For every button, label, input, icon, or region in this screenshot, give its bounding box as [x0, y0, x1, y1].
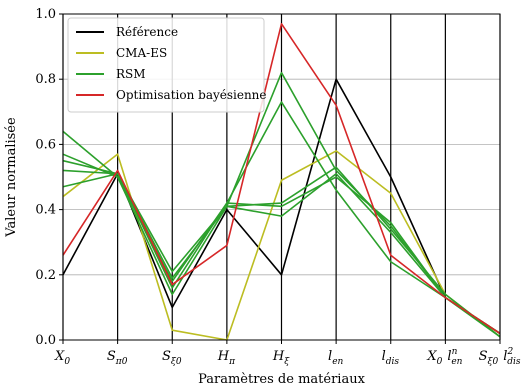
x-tick-label-6: ldis	[382, 349, 400, 367]
legend-label-3: Optimisation bayésienne	[116, 88, 267, 102]
x-tick-labels: X0 Sπ0 Sξ0 Hπ Hξ len ldis X0 ln en Sξ0 l2…	[54, 340, 521, 367]
x-tick-label-0: X0	[54, 349, 71, 367]
y-tick-label-3: 0.6	[35, 137, 56, 152]
series-line-0	[62, 78, 501, 335]
x-tick-label-1: Sπ0	[107, 349, 128, 367]
x-tick-label-7: X0 ln en	[426, 347, 463, 367]
y-tick-label-2: 0.4	[35, 203, 56, 218]
legend-label-1: CMA-ES	[116, 46, 167, 60]
legend-box	[67, 17, 265, 113]
x-tick-label-2: Sξ0	[162, 349, 183, 367]
series-lines	[62, 22, 501, 341]
x-axis-label: Paramètres de matériaux	[198, 372, 365, 387]
series-line-7	[62, 22, 501, 335]
y-axis-label: Valeur normalisée	[4, 117, 19, 238]
legend: Référence CMA-ES RSM Optimisation bayésienn…	[67, 17, 267, 113]
legend-label-2: RSM	[116, 67, 146, 81]
y-tick-label-0: 0.0	[35, 333, 56, 348]
legend-label-0: Référence	[116, 25, 178, 39]
series-line-2	[62, 130, 501, 335]
y-tick-label-4: 0.8	[35, 72, 56, 87]
x-tick-label-5: len	[328, 349, 344, 367]
x-tick-label-4: Hξ	[272, 349, 290, 367]
y-tick-labels: 0.0 0.2 0.4 0.6 0.8 1.0	[35, 7, 63, 348]
x-tick-label-3: Hπ	[217, 349, 236, 367]
y-tick-label-5: 1.0	[35, 7, 56, 22]
y-tick-label-1: 0.2	[35, 268, 56, 283]
x-tick-label-8: Sξ0 l2 dis	[479, 347, 522, 367]
